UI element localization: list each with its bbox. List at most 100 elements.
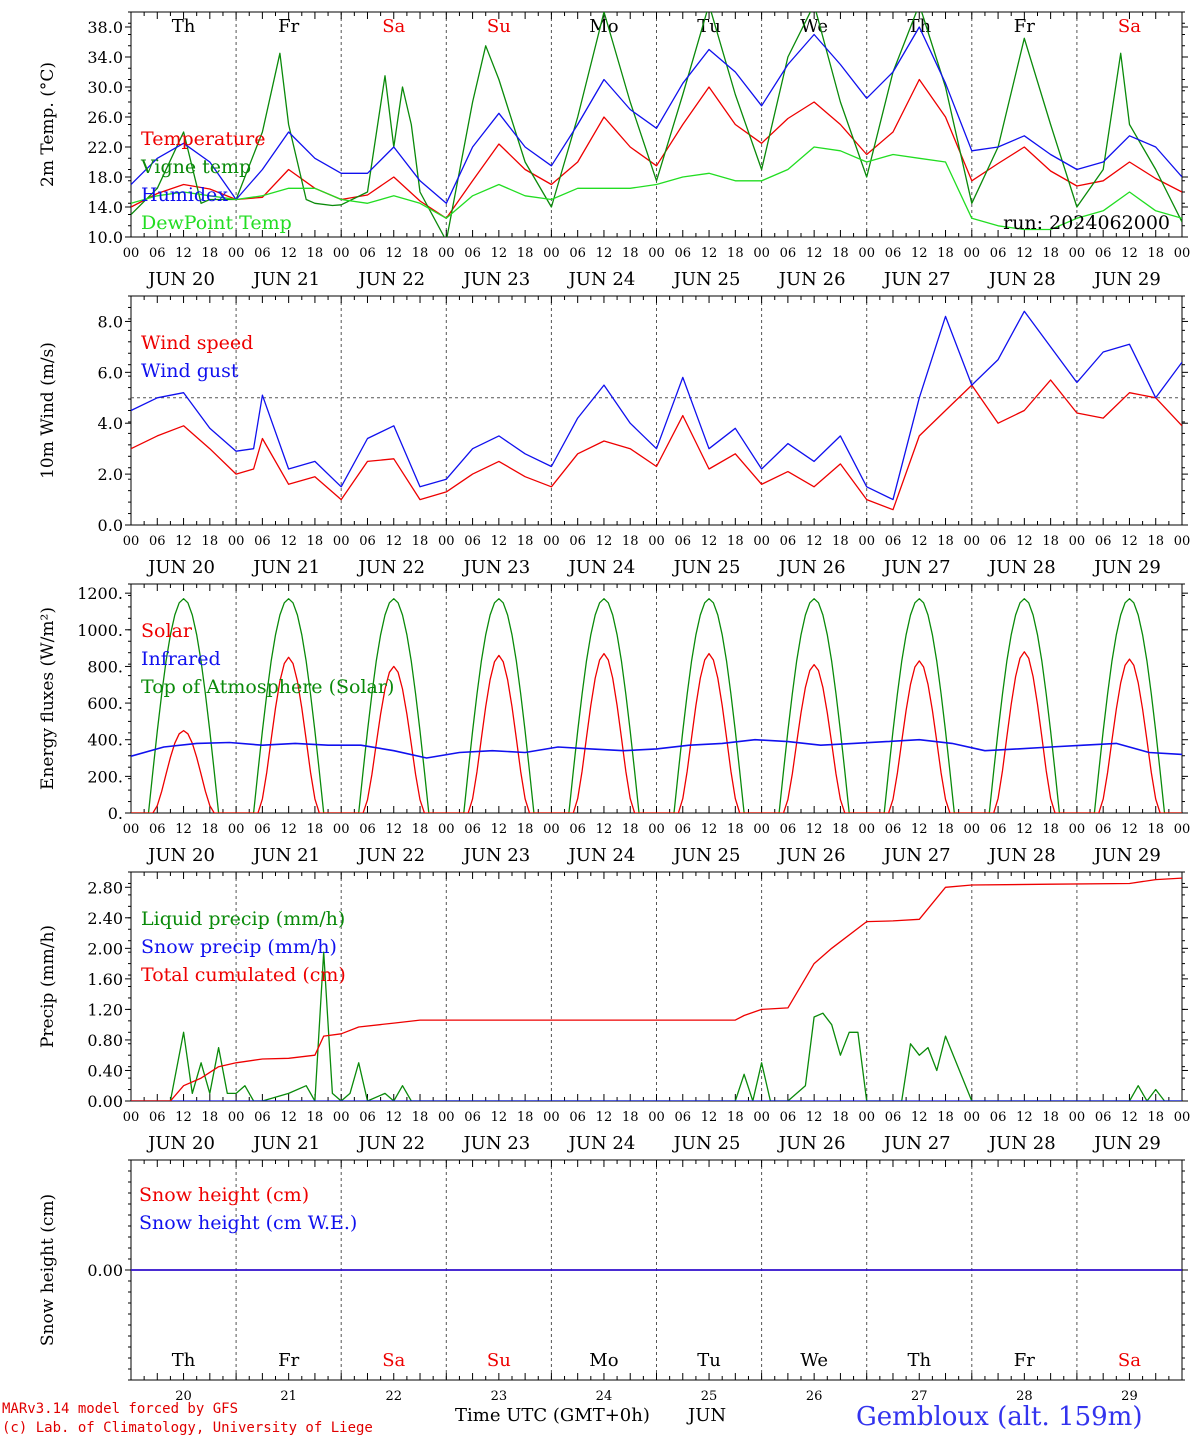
hour-tick-label: 00 bbox=[333, 246, 350, 261]
date-label: JUN 22 bbox=[356, 845, 425, 866]
day-name: We bbox=[800, 1350, 828, 1371]
hour-tick-label: 18 bbox=[202, 822, 219, 837]
hour-tick-label: 18 bbox=[727, 1110, 744, 1125]
hour-tick-label: 06 bbox=[885, 534, 902, 549]
temperature-plot bbox=[131, 12, 1182, 237]
y-tick-label: 4.0 bbox=[98, 414, 123, 433]
hour-tick-label: 06 bbox=[254, 822, 271, 837]
hour-tick-label: 06 bbox=[464, 246, 481, 261]
hour-tick-label: 18 bbox=[832, 534, 849, 549]
hour-tick-label: 18 bbox=[202, 246, 219, 261]
hour-tick-label: 00 bbox=[648, 246, 665, 261]
date-label: JUN 24 bbox=[567, 1133, 636, 1154]
wind-plot bbox=[131, 310, 1182, 511]
hour-tick-label: 00 bbox=[858, 246, 875, 261]
hour-tick-label: 00 bbox=[1069, 534, 1086, 549]
hour-tick-label: 00 bbox=[333, 534, 350, 549]
date-label: JUN 27 bbox=[882, 557, 951, 578]
hour-tick-label: 06 bbox=[675, 822, 692, 837]
day-number: 29 bbox=[1121, 1389, 1138, 1404]
hour-tick-label: 00 bbox=[1174, 822, 1191, 837]
hour-tick-label: 12 bbox=[806, 534, 823, 549]
hour-tick-label: 06 bbox=[254, 534, 271, 549]
hour-tick-label: 00 bbox=[543, 534, 560, 549]
y-tick-label: 2.0 bbox=[98, 465, 123, 484]
hour-tick-label: 12 bbox=[1121, 822, 1138, 837]
hour-tick-label: 00 bbox=[543, 246, 560, 261]
hour-tick-label: 00 bbox=[543, 822, 560, 837]
series-wind-speed bbox=[131, 379, 1182, 511]
hour-tick-label: 18 bbox=[727, 822, 744, 837]
hour-tick-label: 12 bbox=[1016, 534, 1033, 549]
day-name: Su bbox=[487, 16, 511, 37]
hour-tick-label: 12 bbox=[806, 246, 823, 261]
hour-tick-label: 18 bbox=[727, 534, 744, 549]
day-name: Fr bbox=[278, 1350, 299, 1371]
day-number: 24 bbox=[596, 1389, 613, 1404]
hour-tick-label: 18 bbox=[412, 246, 429, 261]
legend-dewpoint-temp: DewPoint Temp bbox=[141, 212, 292, 234]
hour-tick-label: 06 bbox=[149, 246, 166, 261]
date-label: JUN 27 bbox=[882, 269, 951, 290]
hour-tick-label: 18 bbox=[1042, 1110, 1059, 1125]
date-label: JUN 27 bbox=[882, 1133, 951, 1154]
date-label: JUN 23 bbox=[461, 557, 530, 578]
hour-tick-label: 18 bbox=[517, 534, 534, 549]
station-name: Gembloux (alt. 159m) bbox=[856, 1402, 1143, 1432]
lab-credit: (c) Lab. of Climatology, University of L… bbox=[2, 1420, 373, 1436]
y-tick-label: 1200. bbox=[77, 584, 123, 603]
y-tick-label: 0.00 bbox=[87, 1092, 123, 1111]
hour-tick-label: 06 bbox=[359, 822, 376, 837]
date-label: JUN 28 bbox=[987, 1133, 1056, 1154]
hour-tick-label: 12 bbox=[491, 1110, 508, 1125]
date-label: JUN 20 bbox=[146, 269, 215, 290]
hour-tick-label: 06 bbox=[359, 246, 376, 261]
series-dewpoint-temp bbox=[131, 146, 1182, 231]
hour-tick-label: 18 bbox=[307, 1110, 324, 1125]
date-label: JUN 26 bbox=[777, 557, 846, 578]
y-tick-label: 6.0 bbox=[98, 363, 123, 382]
hour-tick-label: 18 bbox=[517, 822, 534, 837]
hour-tick-label: 12 bbox=[280, 822, 297, 837]
hour-tick-label: 12 bbox=[385, 246, 402, 261]
hour-tick-label: 18 bbox=[1147, 1110, 1164, 1125]
hour-tick-label: 06 bbox=[464, 822, 481, 837]
time-axis-label: Time UTC (GMT+0h) bbox=[455, 1405, 650, 1426]
y-tick-label: 400. bbox=[87, 731, 123, 750]
hour-tick-label: 18 bbox=[517, 246, 534, 261]
wind-panel: 0.0 2.0 4.0 6.0 8.0 10m Wind (m/s) 00 06 12 18 JUN… bbox=[38, 295, 1191, 578]
hour-tick-label: 00 bbox=[333, 822, 350, 837]
hour-tick-label: 12 bbox=[175, 822, 192, 837]
day-number: 20 bbox=[175, 1389, 192, 1404]
y-tick-label: 14.0 bbox=[87, 198, 123, 217]
legend-infrared: Infrared bbox=[141, 648, 221, 670]
series-top-of-atmosphere bbox=[131, 598, 1182, 813]
hour-tick-label: 12 bbox=[280, 1110, 297, 1125]
hour-tick-label: 00 bbox=[858, 822, 875, 837]
date-label: JUN 25 bbox=[672, 845, 741, 866]
hour-tick-label: 00 bbox=[543, 1110, 560, 1125]
legend-snow-precip-mm-h-: Snow precip (mm/h) bbox=[141, 936, 337, 958]
y-tick-label: 200. bbox=[87, 767, 123, 786]
day-name: Mo bbox=[589, 16, 618, 37]
legend-liquid-precip-mm-h-: Liquid precip (mm/h) bbox=[141, 908, 345, 930]
hour-tick-label: 06 bbox=[1095, 822, 1112, 837]
hour-tick-label: 12 bbox=[491, 246, 508, 261]
hour-tick-label: 00 bbox=[1174, 534, 1191, 549]
snow-y-axis-label: Snow height (cm) bbox=[38, 1194, 58, 1346]
hour-tick-label: 18 bbox=[412, 534, 429, 549]
day-number: 25 bbox=[701, 1389, 718, 1404]
series-solar bbox=[131, 651, 1182, 813]
day-name: Sa bbox=[1118, 16, 1141, 37]
series-humidex bbox=[131, 26, 1182, 204]
date-label: JUN 29 bbox=[1092, 1133, 1161, 1154]
day-name: Th bbox=[172, 1350, 196, 1371]
hour-tick-label: 18 bbox=[622, 1110, 639, 1125]
hour-tick-label: 18 bbox=[622, 822, 639, 837]
date-label: JUN 23 bbox=[461, 1133, 530, 1154]
day-name: Tu bbox=[697, 16, 721, 37]
date-label: JUN 29 bbox=[1092, 269, 1161, 290]
hour-tick-label: 06 bbox=[990, 1110, 1007, 1125]
hour-tick-label: 12 bbox=[175, 246, 192, 261]
model-credit: MARv3.14 model forced by GFS bbox=[2, 1401, 239, 1417]
